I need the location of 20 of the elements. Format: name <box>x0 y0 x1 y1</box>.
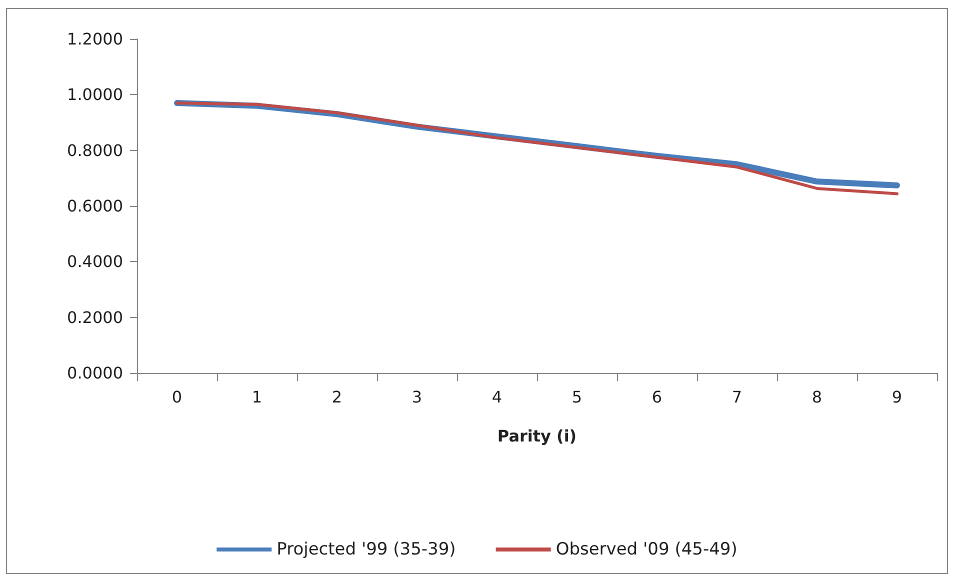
x-tick-label: 9 <box>892 388 902 406</box>
y-tick-label: 1.0000 <box>67 85 123 104</box>
x-tick-label: 3 <box>412 388 422 406</box>
x-tick-label: 2 <box>332 388 342 406</box>
y-tick-label: 0.0000 <box>67 364 123 382</box>
y-tick-label: 0.4000 <box>67 252 123 272</box>
x-tick-label: 6 <box>652 388 662 406</box>
y-tick-label: 1.2000 <box>67 30 123 48</box>
y-tick-label: 0.2000 <box>67 308 123 327</box>
x-tick-label: 7 <box>732 388 742 406</box>
x-tick-label: 1 <box>252 388 262 406</box>
x-tick-label: 5 <box>572 388 582 406</box>
x-tick-label: 8 <box>812 388 822 406</box>
y-tick-label: 0.6000 <box>67 196 123 216</box>
x-axis-title: Parity (i) <box>497 426 577 446</box>
y-tick-label: 0.8000 <box>67 140 123 160</box>
legend-label: Observed '09 (45-49) <box>556 540 738 560</box>
x-tick-label: 4 <box>492 388 502 406</box>
x-tick-label: 0 <box>172 388 182 406</box>
legend-label: Projected '99 (35-39) <box>276 540 456 560</box>
